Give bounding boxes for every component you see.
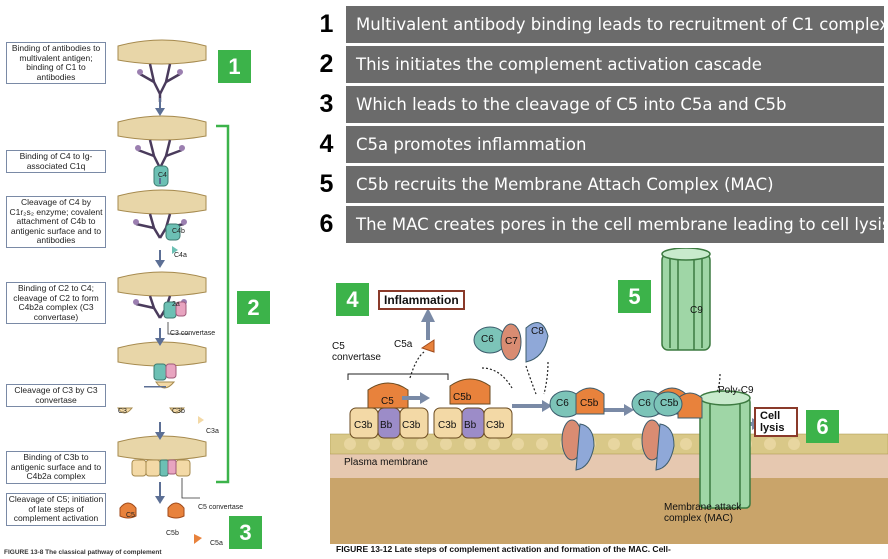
step-number: 2	[308, 46, 345, 83]
badge-step-3: 3	[229, 516, 262, 549]
label-c2a: 2a	[172, 301, 180, 308]
c3b-label-3: C3b	[486, 420, 505, 431]
step-row-2: 2 This initiates the complement activati…	[308, 46, 884, 83]
label-c3b: C3b	[172, 408, 185, 415]
pathway-label-4: Binding of C2 to C4; cleavage of C2 to f…	[6, 282, 106, 324]
c5-convertase-label: C5 convertase	[332, 341, 381, 363]
inflammation-label: Inflammation	[378, 290, 465, 310]
badge-step-5: 5	[618, 280, 651, 313]
cell-cap-6	[117, 435, 207, 461]
pathway-label-3: Cleavage of C4 by C1r₂s₂ enzyme; covalen…	[6, 196, 106, 248]
step-text: C5b recruits the Membrane Attach Complex…	[346, 166, 884, 203]
mac-label: Membrane attack complex (MAC)	[664, 502, 742, 524]
mac-illustration	[330, 248, 888, 544]
step-text: C5a promotes inflammation	[346, 126, 884, 163]
c3b-label-2: C3b	[438, 420, 457, 431]
cell-cap-3	[117, 189, 207, 215]
label-c5a: C5a	[210, 540, 223, 547]
pathway-label-2: Binding of C4 to Ig-associated C1q	[6, 150, 106, 173]
step-2-bracket	[216, 124, 230, 484]
c7-label: C7	[505, 336, 518, 347]
step-row-6: 6 The MAC creates pores in the cell memb…	[308, 206, 888, 243]
label-c4a: C4a	[174, 252, 187, 259]
label-c4b: C4b	[172, 228, 185, 235]
label-c5b: C5b	[166, 530, 179, 537]
c3b-label-right: C3b	[402, 420, 421, 431]
step-number: 3	[308, 86, 345, 123]
c5a-label: C5a	[394, 339, 413, 350]
pathway-illustrations	[117, 39, 207, 544]
bb-label-left: Bb	[380, 420, 393, 431]
cell-cap-4	[117, 271, 207, 297]
bb-label-2: Bb	[464, 420, 477, 431]
pathway-label-7: Cleavage of C5; initiation of late steps…	[6, 493, 106, 526]
c5b-attached-label-2: C5b	[660, 398, 679, 409]
poly-c9-label: Poly-C9	[718, 385, 754, 396]
step-text: Multivalent antibody binding leads to re…	[346, 6, 888, 43]
c5b-label: C5b	[453, 392, 472, 403]
c6-label: C6	[481, 334, 494, 345]
label-c5: C5	[126, 512, 135, 519]
step-row-5: 5 C5b recruits the Membrane Attach Compl…	[308, 166, 884, 203]
label-c5-convertase: C5 convertase	[198, 504, 244, 511]
step-row-1: 1 Multivalent antibody binding leads to …	[308, 6, 888, 43]
step-text: Which leads to the cleavage of C5 into C…	[346, 86, 884, 123]
step-number: 6	[308, 206, 345, 243]
c6-attached-label-2: C6	[638, 398, 651, 409]
pathway-label-1: Binding of antibodies to multivalent ant…	[6, 42, 106, 84]
label-c4: C4	[158, 172, 167, 179]
pathway-label-6: Binding of C3b to antigenic surface and …	[6, 451, 106, 484]
step-row-4: 4 C5a promotes inflammation	[308, 126, 884, 163]
plasma-membrane-label: Plasma membrane	[344, 457, 428, 468]
c9-label: C9	[690, 305, 703, 316]
c5b-attached-label: C5b	[580, 398, 599, 409]
step-number: 1	[308, 6, 345, 43]
step-row-3: 3 Which leads to the cleavage of C5 into…	[308, 86, 884, 123]
label-c3: C3	[118, 408, 127, 415]
figure-13-12-caption: FIGURE 13-12 Late steps of complement ac…	[336, 544, 671, 554]
c8-label: C8	[531, 326, 544, 337]
pathway-label-5: Cleavage of C3 by C3 convertase	[6, 384, 106, 407]
step-text: This initiates the complement activation…	[346, 46, 884, 83]
cell-cap-5	[117, 341, 207, 367]
step-text: The MAC creates pores in the cell membra…	[346, 206, 888, 243]
badge-step-6: 6	[806, 410, 839, 443]
cell-cap-1	[117, 39, 207, 65]
badge-step-1: 1	[218, 50, 251, 83]
c6-attached-label: C6	[556, 398, 569, 409]
c5-label: C5	[381, 396, 394, 407]
cell-cap-2	[117, 115, 207, 141]
figure-13-8-caption: FIGURE 13-8 The classical pathway of com…	[4, 549, 162, 556]
badge-step-4: 4	[336, 283, 369, 316]
step-number: 5	[308, 166, 345, 203]
badge-step-2: 2	[237, 291, 270, 324]
label-c3a: C3a	[206, 428, 219, 435]
c3b-label-left: C3b	[354, 420, 373, 431]
label-c3-convertase: C3 convertase	[170, 330, 216, 337]
cell-lysis-label: Cell lysis	[754, 407, 798, 437]
step-number: 4	[308, 126, 345, 163]
